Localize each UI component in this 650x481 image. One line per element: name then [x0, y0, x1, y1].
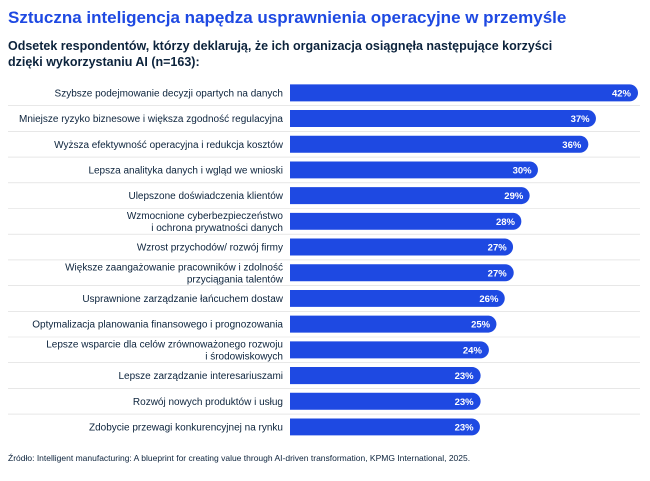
category-label: Szybsze podejmowanie decyzji opartych na…	[55, 88, 283, 99]
bar-value-label: 29%	[504, 191, 524, 202]
bar-chart-svg: Szybsze podejmowanie decyzji opartych na…	[8, 84, 640, 436]
bar	[290, 161, 538, 179]
bar-value-label: 42%	[612, 88, 632, 99]
page-subtitle: Odsetek respondentów, którzy deklarują, …	[8, 39, 553, 69]
bar-value-label: 23%	[455, 371, 475, 382]
bar-value-label: 23%	[455, 397, 475, 408]
bar	[290, 289, 505, 307]
category-label: Ulepszone doświadczenia klientów	[128, 191, 283, 202]
category-label: Lepsze wsparcie dla celów zrównoważonego…	[46, 339, 283, 362]
bar	[290, 187, 530, 205]
category-label: Wyższa efektywność operacyjna i redukcja…	[54, 140, 284, 151]
bar-value-label: 30%	[513, 165, 533, 176]
bar	[290, 367, 481, 385]
category-label: Rozwój nowych produktów i usług	[133, 397, 283, 408]
category-label: Wzrost przychodów/ rozwój firmy	[137, 243, 283, 254]
bar	[290, 264, 514, 282]
category-label: Lepsza analityka danych i wgląd we wnios…	[88, 165, 283, 176]
bar-value-label: 24%	[463, 345, 483, 356]
bar	[290, 212, 522, 230]
bar	[290, 341, 489, 359]
bar-chart: Szybsze podejmowanie decyzji opartych na…	[0, 78, 650, 440]
bar-value-label: 37%	[571, 114, 591, 125]
bar	[290, 392, 481, 410]
source-note: Źródło: Intelligent manufacturing: A blu…	[8, 453, 471, 463]
bar-value-label: 27%	[488, 243, 508, 254]
category-label: Mniejsze ryzyko biznesowe i większa zgod…	[19, 114, 283, 125]
bar	[290, 135, 589, 153]
bar	[290, 418, 480, 436]
bar-value-label: 36%	[562, 140, 582, 151]
category-label: Lepsze zarządzanie interesariuszami	[118, 371, 283, 382]
bar	[290, 238, 514, 256]
category-label: Wzmocnione cyberbezpieczeństwo i ochrona …	[127, 211, 284, 234]
bar-value-label: 23%	[455, 422, 475, 433]
category-label: Zdobycie przewagi konkurencyjnej na rynk…	[89, 422, 283, 433]
bar-value-label: 27%	[488, 268, 508, 279]
category-label: Optymalizacja planowania finansowego i p…	[32, 320, 283, 331]
category-label: Usprawnione zarządzanie łańcuchem dostaw	[82, 294, 283, 305]
bar	[290, 84, 639, 102]
bar-value-label: 28%	[496, 217, 516, 228]
bar-value-label: 25%	[471, 320, 491, 331]
bar	[290, 110, 596, 127]
category-label: Większe zaangażowanie pracowników i zdol…	[65, 262, 284, 285]
bar	[290, 315, 497, 333]
bar-value-label: 26%	[479, 294, 499, 305]
page-title: Sztuczna inteligencja napędza usprawnien…	[8, 8, 567, 27]
